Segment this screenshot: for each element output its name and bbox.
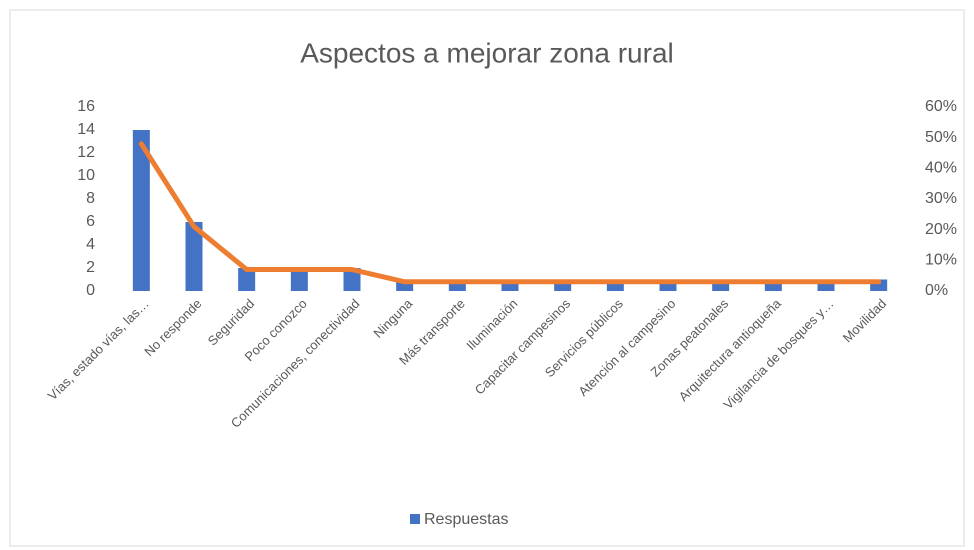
y2-tick-label: 0% <box>925 282 948 299</box>
line <box>138 141 882 285</box>
y2-tick-label: 20% <box>925 221 957 238</box>
bar <box>554 279 572 291</box>
bar <box>501 279 519 291</box>
y-tick-label: 16 <box>77 98 95 115</box>
bar <box>817 279 835 291</box>
y-tick-label: 10 <box>77 167 95 184</box>
y2-tick-label: 60% <box>925 98 957 115</box>
bar <box>238 268 256 291</box>
y-tick-label: 4 <box>86 236 95 253</box>
legend-label: Respuestas <box>424 511 509 528</box>
y2-tick-label: 50% <box>925 129 957 146</box>
bar <box>396 279 414 291</box>
bar <box>448 279 466 291</box>
bar <box>870 279 888 291</box>
legend-swatch <box>410 514 420 524</box>
y2-tick-label: 40% <box>925 160 957 177</box>
y2-tick-label: 30% <box>925 190 957 207</box>
y-tick-label: 8 <box>86 190 95 207</box>
y-tick-label: 14 <box>77 121 95 138</box>
bar <box>343 268 361 291</box>
y-tick-label: 6 <box>86 213 95 230</box>
y-tick-label: 2 <box>86 259 95 276</box>
bar <box>659 279 677 291</box>
y2-tick-label: 10% <box>925 252 957 269</box>
chart-frame <box>9 9 965 547</box>
bar <box>185 222 203 291</box>
bar <box>764 279 782 291</box>
bar <box>290 268 308 291</box>
bar <box>606 279 624 291</box>
chart-title: Aspectos a mejorar zona rural <box>300 37 674 68</box>
y-tick-label: 12 <box>77 144 95 161</box>
bar <box>132 130 150 291</box>
bar <box>712 279 730 291</box>
y-tick-label: 0 <box>86 282 95 299</box>
